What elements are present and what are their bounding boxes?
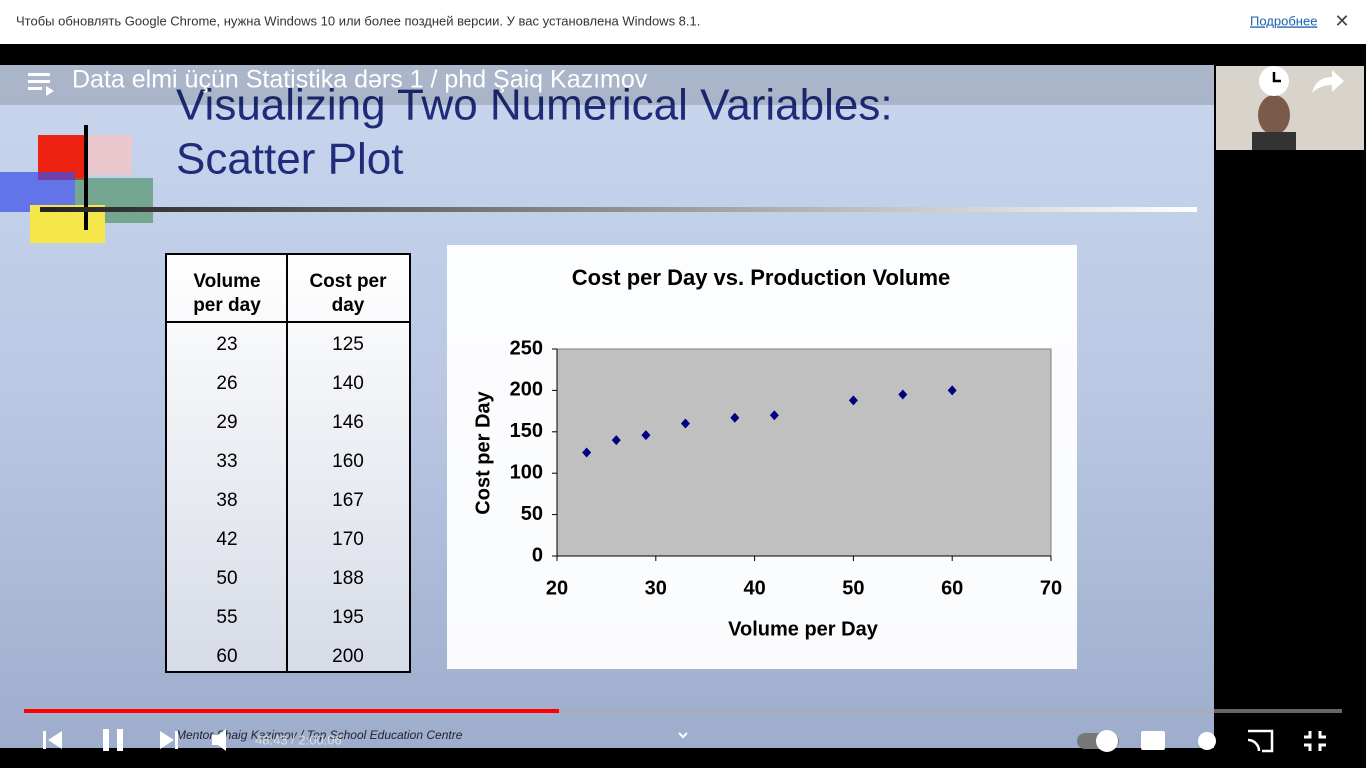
- table-cell: 50: [216, 568, 237, 589]
- table-cell: 38: [216, 490, 237, 511]
- webcam-person: [1258, 95, 1290, 135]
- y-axis-label: Cost per Day: [472, 390, 494, 514]
- y-tick-label: 200: [510, 379, 543, 401]
- progress-track[interactable]: [24, 709, 1342, 713]
- watch-later-icon: [1272, 72, 1281, 83]
- point: [611, 435, 621, 446]
- y-tick-label: 100: [510, 461, 543, 483]
- table-cell: 60: [216, 646, 237, 667]
- table-header: per day: [193, 295, 261, 316]
- plot-area: [556, 348, 1052, 557]
- table-header: day: [332, 295, 365, 316]
- cast[interactable]: [1247, 729, 1274, 753]
- chart: 0 50 100 150 200 250 20 30 40 50 60 70: [510, 337, 1063, 599]
- x-tick-label: 40: [743, 577, 765, 599]
- chapter-toggle[interactable]: [678, 732, 688, 739]
- table-cell: 55: [216, 607, 237, 628]
- autoplay-knob: [1096, 730, 1118, 752]
- table-cell: 140: [332, 373, 364, 394]
- title-rule: [40, 207, 1197, 212]
- exit-fullscreen[interactable]: [1304, 731, 1326, 751]
- table-cell: 125: [332, 334, 364, 355]
- table-cell: 167: [332, 490, 364, 511]
- time-display: 48:43 / 2:00:06: [255, 732, 342, 747]
- progress-played: [24, 709, 559, 713]
- point: [898, 389, 908, 400]
- video-title: Data elmi üçün Statistika dərs 1 / phd Ş…: [72, 66, 648, 94]
- point: [730, 412, 740, 423]
- next[interactable]: [160, 731, 178, 749]
- slide-title: Scatter Plot: [176, 135, 403, 184]
- y-tick-label: 250: [510, 337, 543, 359]
- slide-footer: Mentor Shaig Kazimov / Top School Educat…: [176, 728, 463, 742]
- point: [769, 410, 779, 421]
- table-cell: 23: [216, 334, 237, 355]
- x-tick-label: 20: [546, 577, 568, 599]
- table-header: Volume: [193, 271, 260, 292]
- x-tick-label: 60: [941, 577, 963, 599]
- volume[interactable]: [212, 729, 226, 751]
- title-shade: [0, 65, 1214, 105]
- pause[interactable]: [103, 729, 123, 751]
- y-tick-label: 150: [510, 420, 543, 442]
- x-axis-label: Volume per Day: [728, 618, 879, 640]
- table-cell: 195: [332, 607, 364, 628]
- chart-title: Cost per Day vs. Production Volume: [572, 265, 951, 290]
- banner-message: Чтобы обновлять Google Chrome, нужна Win…: [16, 13, 700, 28]
- x-tick-label: 30: [645, 577, 667, 599]
- table-cell: 29: [216, 412, 237, 433]
- point: [641, 430, 651, 441]
- table-cell: 33: [216, 451, 237, 472]
- table-cell: 170: [332, 529, 364, 550]
- webcam-shirt: [1252, 132, 1296, 150]
- logo: [86, 135, 132, 175]
- y-tick-label: 50: [521, 503, 543, 525]
- x-tick-label: 70: [1040, 577, 1062, 599]
- subtitles[interactable]: [1141, 731, 1165, 750]
- table-cell: 160: [332, 451, 364, 472]
- point: [680, 418, 690, 429]
- table-cell: 200: [332, 646, 364, 667]
- logo: [84, 125, 88, 230]
- previous[interactable]: [43, 731, 62, 749]
- point: [848, 395, 858, 406]
- banner-close[interactable]: ✕: [1334, 11, 1349, 31]
- settings[interactable]: [1198, 732, 1216, 750]
- point: [947, 385, 957, 396]
- table-cell: 146: [332, 412, 364, 433]
- data-table: Volume per day Cost per day 23 125 26 140 29…: [165, 253, 411, 673]
- share[interactable]: [1312, 70, 1344, 93]
- playlist-icon[interactable]: [28, 73, 54, 96]
- table-cell: 26: [216, 373, 237, 394]
- table-cell: 188: [332, 568, 364, 589]
- x-tick-label: 50: [842, 577, 864, 599]
- slide-title: Visualizing Two Numerical Variables:: [176, 81, 893, 130]
- banner-link[interactable]: Подробнее: [1250, 13, 1317, 28]
- table-header: Cost per: [309, 271, 387, 292]
- point: [582, 447, 592, 458]
- y-tick-label: 0: [532, 544, 543, 566]
- table-cell: 42: [216, 529, 237, 550]
- update-banner: [0, 0, 1366, 44]
